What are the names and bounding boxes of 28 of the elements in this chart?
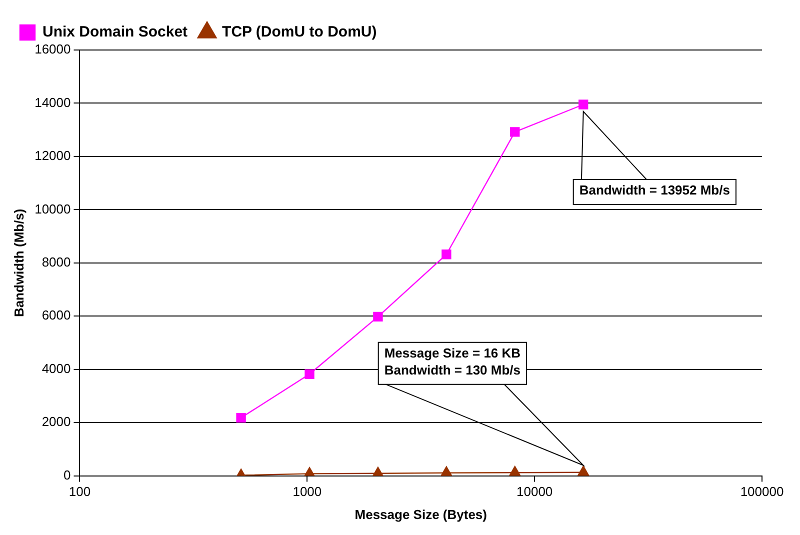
x-axis-title: Message Size (Bytes) — [354, 506, 487, 522]
point — [440, 466, 452, 476]
y-tick-label: 2000 — [42, 414, 71, 430]
point — [509, 466, 521, 476]
point — [578, 100, 588, 110]
y-tick-label: 12000 — [34, 148, 71, 164]
y-tick-label: 10000 — [34, 201, 71, 216]
y-tick-label: 16000 — [34, 42, 71, 57]
x-tick-label: 100000 — [740, 484, 784, 500]
point — [510, 127, 520, 137]
annotation: Message Size = 16 KB Bandwidth = 130 Mb/s — [384, 345, 521, 378]
y-axis-title: Bandwidth (Mb/s) — [11, 208, 26, 318]
y-tick-label: 0 — [64, 467, 71, 482]
y-tick-label: 8000 — [42, 254, 71, 270]
x-tick-label: 1000 — [292, 484, 322, 500]
point — [442, 250, 452, 260]
point — [304, 369, 314, 379]
x-tick-label: 100 — [68, 484, 91, 500]
legend-label: TCP (DomU to DomU) — [222, 24, 377, 41]
annotation: Bandwidth = 13952 Mb/s — [579, 182, 730, 198]
y-tick-label: 4000 — [42, 360, 71, 376]
y-tick-label: 6000 — [42, 308, 71, 323]
x-tick-label: 10000 — [516, 484, 553, 500]
y-tick-label: 14000 — [34, 94, 71, 110]
point — [578, 466, 590, 476]
point — [373, 312, 383, 322]
legend-label: Unix Domain Socket — [42, 24, 188, 41]
point — [236, 412, 246, 423]
